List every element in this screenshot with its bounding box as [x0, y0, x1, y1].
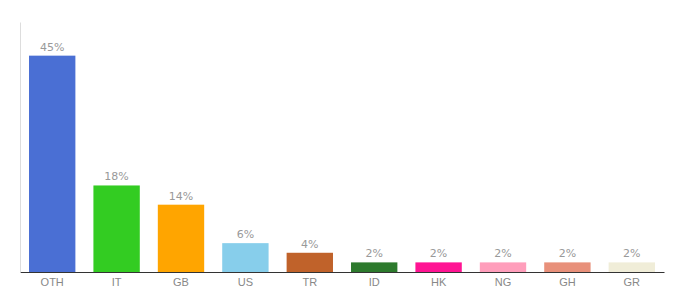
x-tick: ID [369, 276, 380, 288]
x-tick-label: OTH [41, 276, 64, 288]
data-label: 18% [104, 170, 128, 183]
x-tick-label: ID [369, 276, 380, 288]
x-tick: GB [173, 276, 189, 288]
x-tick-label: GH [559, 276, 576, 288]
x-tick: US [238, 276, 253, 288]
data-label: 14% [169, 190, 193, 203]
x-axis-line [21, 272, 665, 273]
bar [609, 262, 655, 272]
data-label: 45% [40, 41, 64, 54]
data-label: 2% [430, 247, 447, 260]
x-tick: GH [559, 276, 576, 288]
x-tick: GR [624, 276, 641, 288]
x-tick: IT [112, 276, 122, 288]
x-tick-label: GR [624, 276, 641, 288]
bar [480, 262, 526, 272]
bar [287, 253, 333, 272]
x-tick: HK [431, 276, 447, 288]
plot: OTH IT GB US TR ID HK NG GH GR 45% 18% 14% 6% 4% 2% 2% 2%… [21, 23, 665, 288]
data-label: 2% [623, 247, 640, 260]
y-axis-line [20, 23, 21, 273]
x-axis: OTH IT GB US TR ID HK NG GH GR [21, 273, 665, 288]
x-tick-label: TR [302, 276, 317, 288]
x-tick: OTH [41, 276, 64, 288]
x-tick: TR [302, 276, 317, 288]
chart: OTH IT GB US TR ID HK NG GH GR 45% 18% 14% 6% 4% 2% 2% 2%… [0, 0, 680, 300]
data-label: 2% [365, 247, 382, 260]
data-labels: 45% 18% 14% 6% 4% 2% 2% 2% 2% 2% [40, 41, 641, 261]
bars [29, 56, 655, 272]
data-label: 2% [494, 247, 511, 260]
bar [544, 262, 590, 272]
data-label: 6% [237, 228, 254, 241]
y-axis [20, 23, 21, 273]
data-label: 4% [301, 238, 318, 251]
data-label: 2% [559, 247, 576, 260]
x-tick-label: GB [173, 276, 189, 288]
bar [93, 185, 139, 272]
x-tick-label: US [238, 276, 253, 288]
x-tick-label: HK [431, 276, 447, 288]
bar [351, 262, 397, 272]
bar [222, 243, 268, 272]
x-tick: NG [495, 276, 512, 288]
x-tick-label: NG [495, 276, 512, 288]
bar [158, 205, 204, 272]
bar [29, 56, 75, 272]
x-tick-label: IT [112, 276, 122, 288]
bar [415, 262, 461, 272]
